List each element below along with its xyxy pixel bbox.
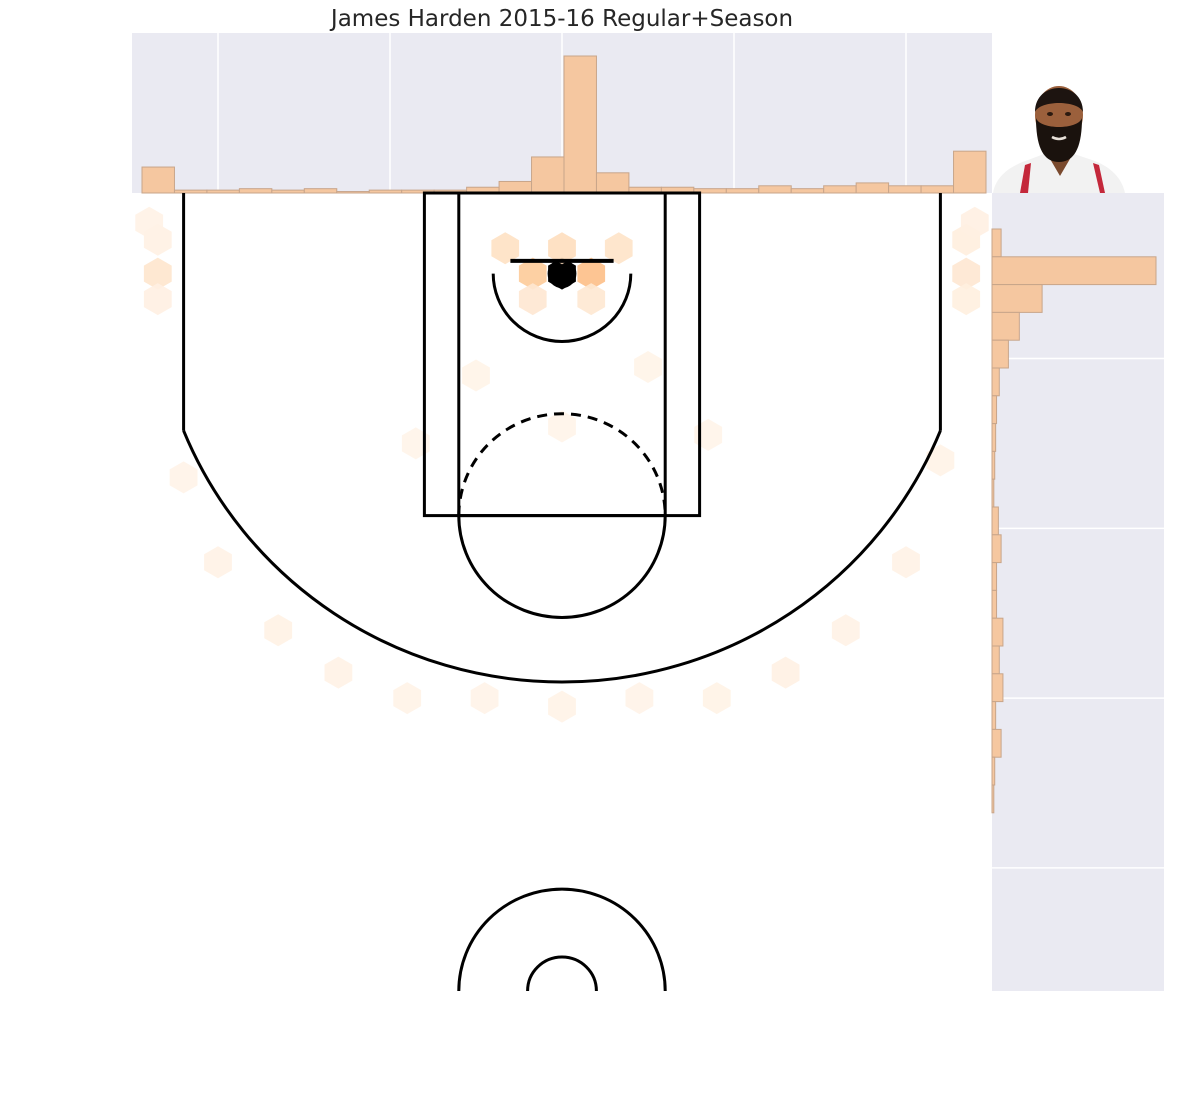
marginal-x-bar [368,189,403,194]
player-headshot [993,86,1125,193]
marginal-y-bar [991,228,1002,258]
hexbin-cell [324,656,353,689]
hexbin-cell [577,257,606,290]
hexbin-cell [548,690,576,723]
marginal-y-bar [991,673,1004,703]
marginal-x-bar [531,156,565,194]
marginal-x-bar [758,185,792,194]
hexbin-cell [393,682,422,715]
marginal-y-bar [991,701,997,730]
hexbin-cell [771,656,800,689]
marginal-y-bar [991,784,995,814]
hexbin-cell [634,351,662,383]
center-inner-arc [526,955,598,992]
marginal-x-bar [888,185,922,194]
marginal-x-bar [141,166,175,194]
marginal-x-bar [303,188,338,194]
marginal-y-background [992,193,1164,991]
hexbin-layer [135,206,989,723]
hexbin-cell [491,232,520,265]
marginal-x-bar [855,182,890,194]
inner-paint [457,191,667,518]
restricted-area [491,273,633,344]
hexbin-cell [169,461,198,494]
hexbin-cell [702,682,731,715]
marginal-x-bar [790,188,825,194]
hexbin-cell [831,614,860,647]
marginal-x-bar [336,191,370,194]
hexbin-cell [548,257,576,290]
marginal-y-bar [991,756,996,786]
hexbin-cell [518,283,547,316]
hexbin-cell [892,546,920,579]
marginal-y-bar [991,367,1000,397]
marginal-y-bar [991,311,1020,341]
free-throw-arc-top [457,515,667,619]
marginal-y-bar [991,534,1002,564]
marginal-x-bar [271,189,305,194]
marginal-y-bar [991,423,997,452]
hexbin-cell [952,283,981,316]
hexbin-cell [604,232,633,265]
hexbin-cell [548,232,576,265]
marginal-x-bar [563,55,597,194]
marginal-y-bar [991,339,1009,369]
hexbin-cell [264,614,293,647]
marginal-x-bar [920,185,955,194]
hexbin-cell [518,257,547,290]
marginal-x-bar [173,189,208,194]
marginal-x-bar [238,188,273,194]
marginal-x-bar [725,188,760,194]
marginal-x-bar [498,180,533,194]
marginal-y-bar [991,506,999,536]
marginal-x-bar [206,189,240,194]
hexbin-cell [204,546,232,579]
chart-title: James Harden 2015-16 Regular+Season [329,6,793,32]
hexbin-cell [143,283,172,316]
marginal-x-histogram [132,33,992,194]
hexbin-cell [960,206,989,239]
marginal-y-bar [991,256,1157,286]
hexbin-cell [625,682,654,715]
hexbin-cell [548,410,576,443]
marginal-y-bar [991,450,996,480]
hexbin-cell [694,418,723,451]
marginal-y-bar [991,284,1043,313]
marginal-x-bar [823,185,857,194]
hexbin-cell [577,283,606,316]
hexbin-cell [952,257,981,290]
marginal-x-bar [595,172,630,194]
marginal-y-histogram [991,188,1164,991]
hexbin-cell [135,206,164,239]
marginal-y-bars [991,228,1157,814]
hexbin-cell [470,682,499,715]
marginal-y-bar [991,395,998,425]
marginal-y-bar [991,478,995,508]
hexbin-cell [462,359,490,392]
three-point-arc [182,430,942,684]
center-outer-arc [457,887,667,992]
marginal-y-bar [991,617,1004,647]
marginal-y-bar [991,589,998,619]
marginal-x-bar [953,150,987,194]
hexbin-cell [401,427,430,460]
hexbin-cell [143,257,172,290]
free-throw-arc-bottom [457,412,667,516]
marginal-y-bar [991,728,1002,758]
marginal-x-bars [141,55,987,194]
hexbin-cell [926,444,955,477]
court-lines [182,191,942,992]
marginal-y-bar [991,562,998,591]
marginal-y-bar [991,645,1000,675]
